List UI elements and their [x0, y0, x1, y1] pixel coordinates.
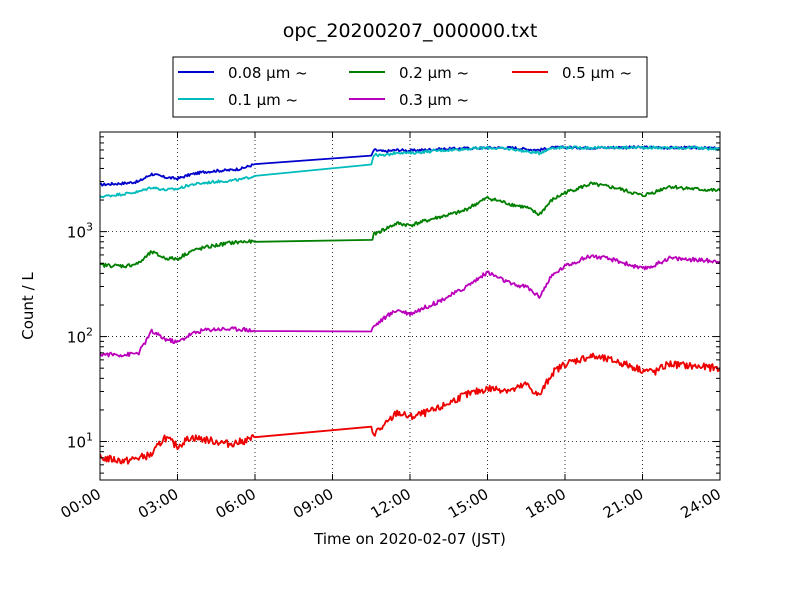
series-line [100, 352, 720, 465]
legend-label: 0.5 μm ~ [562, 64, 632, 82]
legend-label: 0.3 μm ~ [399, 91, 469, 109]
series-line [100, 254, 720, 358]
y-tick-label: 103 [67, 221, 93, 242]
legend-box [172, 56, 648, 118]
y-tick-label: 101 [67, 431, 93, 452]
y-tick-label: 102 [67, 326, 93, 347]
chart-title: opc_20200207_000000.txt [283, 20, 538, 42]
series-line [100, 181, 720, 269]
legend-label: 0.1 μm ~ [228, 91, 298, 109]
y-axis-label: Count / L [19, 272, 37, 340]
legend: 0.08 μm ~ 0.1 μm ~ 0.2 μm ~ 0.3 μm ~ 0.5 μm … [172, 56, 648, 118]
x-axis-label: Time on 2020-02-07 (JST) [313, 530, 506, 548]
legend-label: 0.2 μm ~ [399, 64, 469, 82]
series-lines [100, 145, 720, 465]
gridlines [100, 132, 720, 480]
legend-label: 0.08 μm ~ [228, 64, 308, 82]
series-line [100, 145, 720, 199]
